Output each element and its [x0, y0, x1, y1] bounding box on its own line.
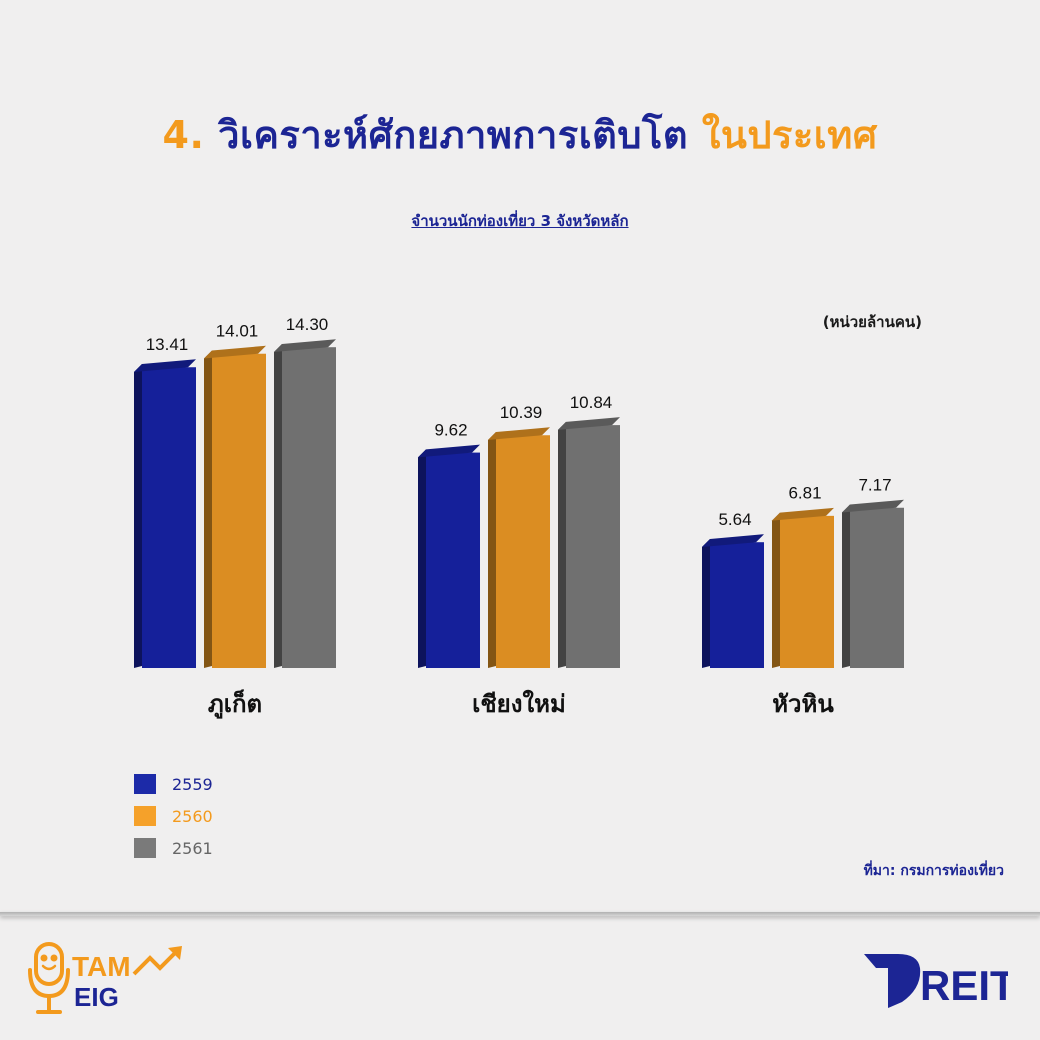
logo-reit-text: REIT: [920, 962, 1008, 1009]
data-label-2560-0: 14.01: [216, 322, 259, 341]
bar-side-2560-2: [772, 512, 780, 668]
legend-label-2559: 2559: [172, 774, 213, 794]
data-label-2561-1: 10.84: [570, 393, 613, 412]
bar-2559-2: [710, 542, 764, 668]
legend-label-2560: 2560: [172, 806, 213, 826]
bar-2561-1: [566, 425, 620, 668]
bar-top-2561-0: [274, 339, 336, 352]
legend-item-2560: 2560: [134, 800, 213, 832]
bar-side-2560-1: [488, 432, 496, 668]
data-label-2561-0: 14.30: [286, 315, 329, 334]
bar-side-2559-0: [134, 364, 142, 668]
title-main: วิเคราะห์ศักยภาพการเติบโต: [218, 113, 689, 157]
footer-divider: [0, 912, 1040, 916]
arrow-up-icon: [132, 948, 180, 976]
bar-chart: 13.41 14.01 14.30 ภูเก็ต 9.62 10.39 10.84 เชียง…: [134, 315, 904, 719]
bar-top-2560-1: [488, 427, 550, 441]
tam-eig-logo: TAM EIG: [28, 942, 182, 1014]
bar-2560-0: [212, 353, 266, 668]
microphone-icon: [28, 942, 70, 1014]
data-label-2560-1: 10.39: [500, 403, 543, 422]
bar-2560-2: [780, 515, 834, 668]
legend-swatch-2561: [134, 838, 156, 858]
logo-tam-text: TAM: [72, 951, 131, 982]
legend-item-2559: 2559: [134, 768, 213, 800]
bar-side-2561-1: [558, 421, 566, 668]
dreit-logo: REIT: [864, 954, 1008, 1009]
legend-label-2561: 2561: [172, 838, 213, 858]
category-label-2: หัวหิน: [772, 690, 834, 718]
bar-2561-2: [850, 507, 904, 668]
bar-side-2560-0: [204, 350, 212, 668]
category-label-0: ภูเก็ต: [208, 689, 262, 719]
chart-subtitle: จำนวนนักท่องเที่ยว 3 จังหวัดหลัก: [411, 212, 629, 230]
title-number: 4.: [162, 113, 205, 157]
legend: 2559 2560 2561: [134, 768, 213, 864]
bar-top-2559-2: [702, 534, 764, 548]
bar-2559-0: [142, 367, 196, 668]
bar-side-2561-2: [842, 504, 850, 668]
category-label-1: เชียงใหม่: [472, 689, 566, 718]
title-accent: ในประเทศ: [701, 113, 878, 157]
bar-top-2559-0: [134, 359, 196, 373]
bar-side-2561-0: [274, 344, 282, 668]
logo-eig-text: EIG: [74, 982, 119, 1012]
bull-horn-icon: [864, 954, 921, 1008]
bar-2559-1: [426, 452, 480, 668]
data-label-2559-1: 9.62: [434, 420, 467, 439]
unit-label: (หน่วยล้านคน): [822, 313, 922, 331]
legend-item-2561: 2561: [134, 832, 213, 864]
page-title: 4. วิเคราะห์ศักยภาพการเติบโต ในประเทศ: [0, 104, 1040, 165]
bar-2560-1: [496, 435, 550, 668]
legend-swatch-2560: [134, 806, 156, 826]
data-label-2559-2: 5.64: [718, 510, 751, 529]
bar-top-2560-2: [772, 507, 834, 521]
bar-side-2559-2: [702, 539, 710, 668]
source-note: ที่มา: กรมการท่องเที่ยว: [863, 863, 1004, 879]
bar-2561-0: [282, 347, 336, 668]
data-label-2560-2: 6.81: [788, 484, 821, 503]
data-label-2561-2: 7.17: [858, 476, 891, 495]
legend-swatch-2559: [134, 774, 156, 794]
bar-top-2561-2: [842, 499, 904, 513]
bar-top-2559-1: [418, 444, 480, 458]
bar-top-2560-0: [204, 345, 266, 359]
bar-top-2561-1: [558, 417, 620, 430]
bar-side-2559-1: [418, 449, 426, 668]
data-label-2559-0: 13.41: [146, 335, 189, 354]
